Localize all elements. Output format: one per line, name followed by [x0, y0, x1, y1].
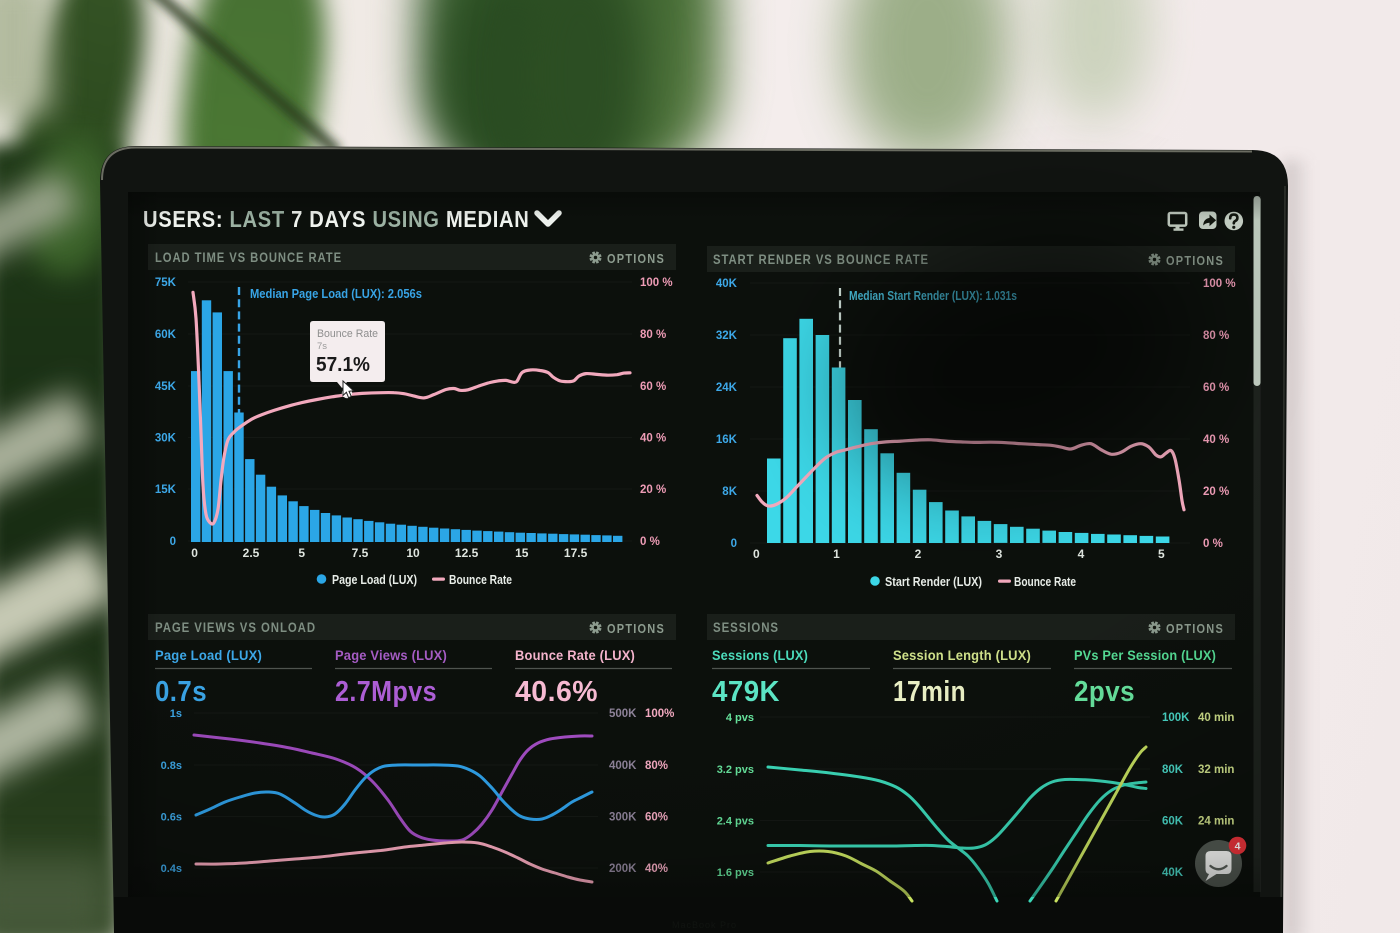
svg-text:60 %: 60 %: [640, 381, 666, 393]
svg-text:10: 10: [406, 546, 420, 560]
svg-text:20 %: 20 %: [640, 484, 666, 496]
svg-text:Sessions (LUX): Sessions (LUX): [712, 648, 808, 663]
svg-text:17.5: 17.5: [564, 546, 588, 560]
svg-text:57.1%: 57.1%: [316, 354, 370, 376]
svg-text:100K: 100K: [1162, 712, 1190, 724]
svg-text:17min: 17min: [893, 676, 966, 708]
svg-text:Start Render (LUX): Start Render (LUX): [885, 575, 982, 589]
svg-text:0 %: 0 %: [640, 536, 660, 548]
svg-text:Bounce Rate (LUX): Bounce Rate (LUX): [515, 648, 635, 663]
svg-text:32K: 32K: [716, 330, 738, 342]
svg-text:45K: 45K: [155, 381, 177, 393]
svg-text:0: 0: [731, 538, 737, 550]
svg-text:24 min: 24 min: [1198, 816, 1234, 828]
svg-text:PVs Per Session (LUX): PVs Per Session (LUX): [1074, 648, 1216, 663]
svg-text:300K: 300K: [609, 812, 637, 824]
svg-text:0.8s: 0.8s: [161, 760, 182, 772]
svg-text:Page Views (LUX): Page Views (LUX): [335, 648, 447, 663]
svg-text:60K: 60K: [1162, 816, 1184, 828]
svg-text:Bounce Rate: Bounce Rate: [1014, 575, 1076, 589]
svg-text:7s: 7s: [317, 341, 327, 352]
svg-text:START RENDER VS BOUNCE RATE: START RENDER VS BOUNCE RATE: [713, 252, 929, 267]
svg-text:479K: 479K: [712, 676, 780, 708]
svg-text:SESSIONS: SESSIONS: [713, 620, 779, 635]
svg-text:12.5: 12.5: [455, 546, 479, 560]
svg-text:Session Length (LUX): Session Length (LUX): [893, 648, 1031, 663]
svg-text:24K: 24K: [716, 382, 738, 394]
svg-text:PAGE VIEWS VS ONLOAD: PAGE VIEWS VS ONLOAD: [155, 620, 316, 635]
svg-text:Bounce Rate: Bounce Rate: [317, 328, 378, 340]
svg-text:2: 2: [915, 547, 922, 561]
svg-text:15K: 15K: [155, 484, 177, 496]
svg-text:OPTIONS: OPTIONS: [1166, 254, 1224, 268]
svg-text:400K: 400K: [609, 760, 637, 772]
svg-text:8K: 8K: [722, 486, 737, 498]
svg-text:LOAD TIME VS BOUNCE RATE: LOAD TIME VS BOUNCE RATE: [155, 250, 342, 265]
svg-text:0.6s: 0.6s: [161, 812, 182, 824]
svg-text:80 %: 80 %: [640, 329, 666, 341]
svg-text:0: 0: [170, 536, 176, 548]
svg-text:OPTIONS: OPTIONS: [607, 622, 665, 636]
svg-text:30K: 30K: [155, 433, 177, 445]
svg-text:Bounce Rate: Bounce Rate: [449, 573, 512, 587]
svg-text:40K: 40K: [716, 278, 738, 290]
svg-text:60%: 60%: [645, 812, 668, 824]
svg-text:40K: 40K: [1162, 867, 1184, 879]
svg-text:2.5: 2.5: [243, 546, 260, 560]
svg-text:4: 4: [1078, 547, 1085, 561]
svg-text:80%: 80%: [645, 760, 668, 772]
svg-text:Page Load (LUX): Page Load (LUX): [155, 648, 262, 663]
svg-text:40 %: 40 %: [1203, 434, 1229, 446]
svg-text:0.7s: 0.7s: [155, 676, 207, 708]
svg-text:20 %: 20 %: [1203, 486, 1229, 498]
svg-text:Median Start Render (LUX): 1.0: Median Start Render (LUX): 1.031s: [849, 289, 1017, 303]
svg-text:Page Load (LUX): Page Load (LUX): [332, 573, 417, 587]
svg-text:3: 3: [996, 547, 1003, 561]
svg-text:100 %: 100 %: [640, 277, 673, 289]
svg-text:1s: 1s: [170, 708, 182, 720]
svg-text:5: 5: [298, 546, 305, 560]
svg-text:OPTIONS: OPTIONS: [607, 252, 665, 266]
svg-text:60 %: 60 %: [1203, 382, 1229, 394]
svg-text:75K: 75K: [155, 277, 177, 289]
svg-text:200K: 200K: [609, 863, 637, 875]
svg-text:0.4s: 0.4s: [161, 863, 182, 875]
svg-text:80K: 80K: [1162, 764, 1184, 776]
svg-text:7.5: 7.5: [352, 546, 369, 560]
svg-text:60K: 60K: [155, 329, 177, 341]
svg-text:2pvs: 2pvs: [1074, 676, 1135, 708]
svg-text:0: 0: [753, 547, 760, 561]
svg-text:40%: 40%: [645, 863, 668, 875]
svg-text:100%: 100%: [645, 708, 674, 720]
svg-text:80 %: 80 %: [1203, 330, 1229, 342]
svg-text:32 min: 32 min: [1198, 764, 1234, 776]
svg-text:15: 15: [515, 546, 529, 560]
svg-text:100 %: 100 %: [1203, 278, 1236, 290]
svg-text:0: 0: [191, 546, 198, 560]
svg-text:Median Page Load (LUX): 2.056s: Median Page Load (LUX): 2.056s: [250, 287, 422, 301]
svg-text:1.6 pvs: 1.6 pvs: [717, 867, 754, 879]
svg-text:40.6%: 40.6%: [515, 676, 598, 708]
svg-text:OPTIONS: OPTIONS: [1166, 622, 1224, 636]
svg-text:500K: 500K: [609, 708, 637, 720]
svg-text:40 %: 40 %: [640, 433, 666, 445]
svg-text:2.4 pvs: 2.4 pvs: [717, 816, 754, 828]
svg-text:2.7Mpvs: 2.7Mpvs: [335, 676, 437, 708]
svg-text:16K: 16K: [716, 434, 738, 446]
svg-text:40 min: 40 min: [1198, 712, 1234, 724]
svg-text:1: 1: [833, 547, 840, 561]
svg-text:4 pvs: 4 pvs: [726, 712, 754, 724]
svg-text:0 %: 0 %: [1203, 538, 1223, 550]
svg-text:4: 4: [1235, 841, 1241, 853]
svg-text:5: 5: [1158, 547, 1165, 561]
svg-text:3.2 pvs: 3.2 pvs: [717, 764, 754, 776]
